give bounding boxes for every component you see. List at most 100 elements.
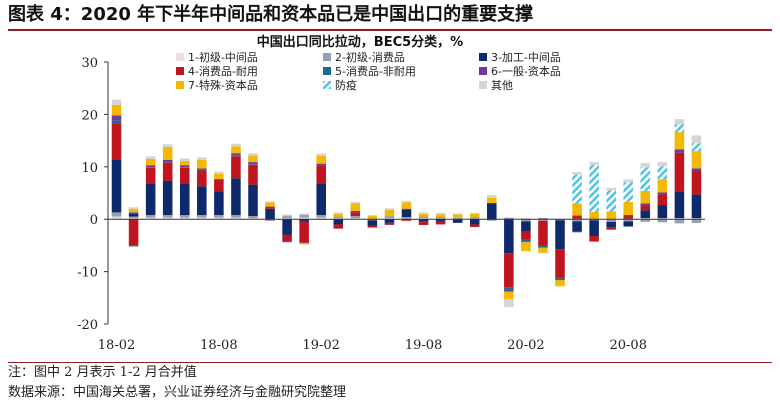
bar-group-18-09 xyxy=(231,143,241,220)
bar-segment-2 xyxy=(179,215,190,218)
y-tick-label: -20 xyxy=(77,318,98,333)
bar-segment-4 xyxy=(333,224,344,229)
bar-segment-1 xyxy=(282,218,292,220)
figure-title: 图表 4：2020 年下半年中间品和资本品已是中国出口的重要支撑 xyxy=(8,4,534,25)
bar-segment-6 xyxy=(299,242,309,244)
bar-segment-2 xyxy=(316,215,326,218)
bar-segment-4 xyxy=(674,152,685,192)
bar-segment-4 xyxy=(299,221,309,243)
bar-segment-7 xyxy=(299,243,309,245)
chart-title: 中国出口同比拉动，BEC5分类，% xyxy=(257,34,463,50)
bar-segment-5 xyxy=(538,245,548,248)
bar-segment-5 xyxy=(589,241,599,242)
bar-segment-5 xyxy=(197,169,207,171)
bar-segment-3 xyxy=(555,220,565,250)
bar-segment-9 xyxy=(316,153,326,156)
bar-group-19-11 xyxy=(469,212,480,228)
bar-segment-7 xyxy=(435,214,446,218)
bar-segment-3 xyxy=(623,221,634,227)
bar-group-18-05 xyxy=(162,144,173,220)
bar-segment-2 xyxy=(640,219,651,222)
bar-segment-4 xyxy=(197,170,207,187)
bar-segment-9 xyxy=(623,179,634,183)
bar-group-19-09 xyxy=(435,212,446,225)
bar-segment-3 xyxy=(657,205,668,219)
legend-label: 7-特殊-资本品 xyxy=(188,78,258,92)
legend-label: 5-消费品-非耐用 xyxy=(335,64,416,78)
x-tick-label: 18-08 xyxy=(200,338,237,353)
bar-group-19-01 xyxy=(299,213,309,245)
bar-segment-1 xyxy=(179,217,190,220)
bar-group-18-07 xyxy=(197,157,207,220)
bar-segment-7 xyxy=(640,190,651,204)
bar-segment-7 xyxy=(572,203,582,216)
x-tick-label: 20-02 xyxy=(507,338,544,353)
bar-segment-1 xyxy=(640,218,651,220)
bar-segment-7 xyxy=(384,209,395,217)
bar-segment-3 xyxy=(418,219,429,222)
bar-segment-5 xyxy=(111,120,122,124)
bar-segment-4 xyxy=(418,221,429,225)
bar-group-20-02 xyxy=(521,218,531,252)
bar-segment-2 xyxy=(418,216,429,219)
bar-segment-6 xyxy=(214,178,224,180)
bar-segment-2 xyxy=(589,219,599,221)
axes: -20 -10 0 10 20 30 18-02 18-08 19-02 19-08 20-02 20… xyxy=(77,56,705,353)
bar-segment-3 xyxy=(469,219,480,225)
bar-segment-9 xyxy=(487,195,497,198)
bar-segment-7 xyxy=(128,208,139,213)
bar-segment-2 xyxy=(145,215,156,218)
bar-segment-7 xyxy=(282,215,292,217)
x-tick-label: 19-08 xyxy=(405,338,442,353)
bar-segment-1 xyxy=(674,218,685,220)
bar-segment-4 xyxy=(179,167,190,184)
bar-segment-3 xyxy=(401,209,412,218)
bar-segment-8 xyxy=(589,164,599,212)
bar-segment-7 xyxy=(333,213,344,217)
bar-segment-2 xyxy=(691,219,702,223)
bar-segment-4 xyxy=(657,194,668,206)
bar-segment-6 xyxy=(674,149,685,153)
bar-segment-4 xyxy=(589,235,599,242)
bar-segment-7 xyxy=(401,202,412,209)
bar-segment-2 xyxy=(435,217,446,219)
bar-segment-6 xyxy=(487,202,497,204)
bar-segment-7 xyxy=(691,151,702,169)
bar-segment-5 xyxy=(555,277,565,279)
bar-segment-4 xyxy=(606,227,616,230)
bar-segment-7 xyxy=(469,213,480,218)
bar-segment-9 xyxy=(111,99,122,105)
bar-group-19-07 xyxy=(401,200,412,221)
bar-segment-1 xyxy=(111,216,122,220)
bar-segment-9 xyxy=(401,200,412,203)
bar-segment-2 xyxy=(367,219,378,221)
bar-segment-4 xyxy=(469,224,480,228)
bar-segment-2 xyxy=(333,216,344,219)
bar-segment-3 xyxy=(691,194,702,219)
bar-segment-5 xyxy=(248,164,258,165)
bar-segment-6 xyxy=(265,220,275,221)
bar-segment-6 xyxy=(231,153,241,156)
bottom-rule xyxy=(8,362,772,363)
bar-segment-3 xyxy=(145,183,156,216)
bar-segment-1 xyxy=(521,218,531,220)
bar-segment-2 xyxy=(162,215,173,218)
bar-group-20-09 xyxy=(640,163,651,222)
bar-segment-9 xyxy=(265,201,275,203)
bar-segment-4 xyxy=(248,164,258,185)
bar-segment-2 xyxy=(299,215,309,218)
bar-segment-9 xyxy=(640,163,651,168)
chart-area: 中国出口同比拉动，BEC5分类，% 1-初级-中间品 2-初级-消费品 3-加工-中… xyxy=(77,34,705,353)
bar-segment-6 xyxy=(179,165,190,168)
bar-segment-3 xyxy=(333,219,344,225)
bar-segment-7 xyxy=(487,197,497,203)
bar-segment-2 xyxy=(231,215,241,218)
bar-segment-4 xyxy=(555,249,565,278)
bar-group-19-10 xyxy=(452,213,463,223)
legend-swatch xyxy=(323,81,331,89)
bar-group-18-08 xyxy=(214,171,224,220)
bar-segment-7 xyxy=(367,216,378,220)
bar-segment-2 xyxy=(401,217,412,219)
bar-segment-2 xyxy=(657,219,668,223)
legend-swatch xyxy=(176,67,184,75)
